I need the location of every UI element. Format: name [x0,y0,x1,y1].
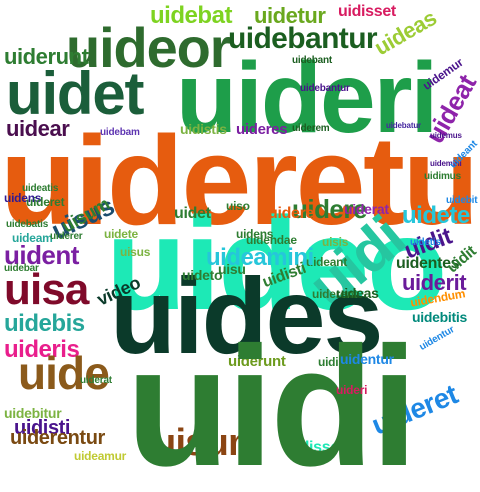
cloud-word: uidebatur [386,121,422,130]
cloud-word: uidebantur [228,22,378,55]
cloud-word: uidens [236,227,274,241]
cloud-word: uideto [182,267,223,283]
cloud-word: uidebatis [6,219,49,230]
cloud-word: uideret [26,195,65,209]
cloud-word: uidendae [246,233,297,247]
cloud-word: uidetur [254,3,326,28]
cloud-word: uident [4,240,79,270]
cloud-word: uidebis [4,310,85,337]
cloud-word: uiderat [344,201,389,217]
cloud-word: uisa [4,265,89,314]
cloud-word: uidisset [338,3,396,20]
cloud-word: uisu [218,261,246,277]
cloud-word: uidisti [14,417,71,439]
cloud-word: uidetis [410,237,441,248]
cloud-word: uideamur [74,449,127,463]
cloud-word: uidistis [180,121,227,137]
cloud-word: uidi [126,312,418,492]
cloud-word: uideam [12,231,53,245]
cloud-word: uideamini [206,244,314,271]
cloud-word: uidere [292,194,367,224]
cloud-word: uidimus [424,171,461,182]
cloud-word: uidemus [430,131,462,140]
cloud-word: uideretur [0,110,480,251]
cloud-word: uidemini [430,159,462,168]
cloud-word: uiso [226,199,250,213]
cloud-word: uiderentur [10,427,105,449]
cloud-word: uiderent [312,287,358,301]
cloud-word: uideas [336,285,379,301]
cloud-word: uidebat [150,2,232,29]
cloud-word: uidisset [318,355,362,369]
cloud-word: uidebitur [4,405,62,421]
cloud-word: uiderunt [228,353,286,370]
cloud-word: uidete [104,227,138,241]
cloud-word: uiderer [50,231,83,242]
cloud-word: uidear [6,116,70,141]
cloud-word: uiderit [402,270,467,295]
cloud-word: uide [18,347,110,399]
cloud-word: uidisse [286,439,339,456]
cloud-word: uidebar [4,263,39,274]
cloud-word: uideant [306,255,347,269]
cloud-word: uisus [120,245,151,259]
cloud-word: uidet [6,60,145,127]
cloud-word: uidete [402,202,470,229]
cloud-word: uidere [268,205,315,222]
cloud-word: uidebit [446,195,478,206]
cloud-word: uidebant [292,55,333,66]
cloud-word: uidet [174,205,211,222]
cloud-word: uisis [322,235,349,249]
cloud-word: uiderat [80,375,112,386]
cloud-word: uidentes [396,255,460,272]
cloud-word: uideor [66,16,232,79]
cloud-word: uiderunt [4,44,89,69]
cloud-word: uideri [336,383,368,397]
cloud-word: uides [110,255,383,376]
cloud-word: uidens [4,191,42,205]
cloud-word: uidebantur [300,83,350,94]
cloud-word: uideo [106,190,447,337]
cloud-word: uidebam [100,127,140,138]
cloud-word: uidebitis [412,309,468,325]
cloud-word: uideri [176,42,438,154]
cloud-word: uideris [4,336,80,363]
cloud-word: uiderem [292,123,330,134]
cloud-word: uidentur [340,351,394,367]
cloud-word: uisum [153,422,262,464]
cloud-word: uideres [236,121,288,138]
cloud-word: uideatis [22,183,59,194]
